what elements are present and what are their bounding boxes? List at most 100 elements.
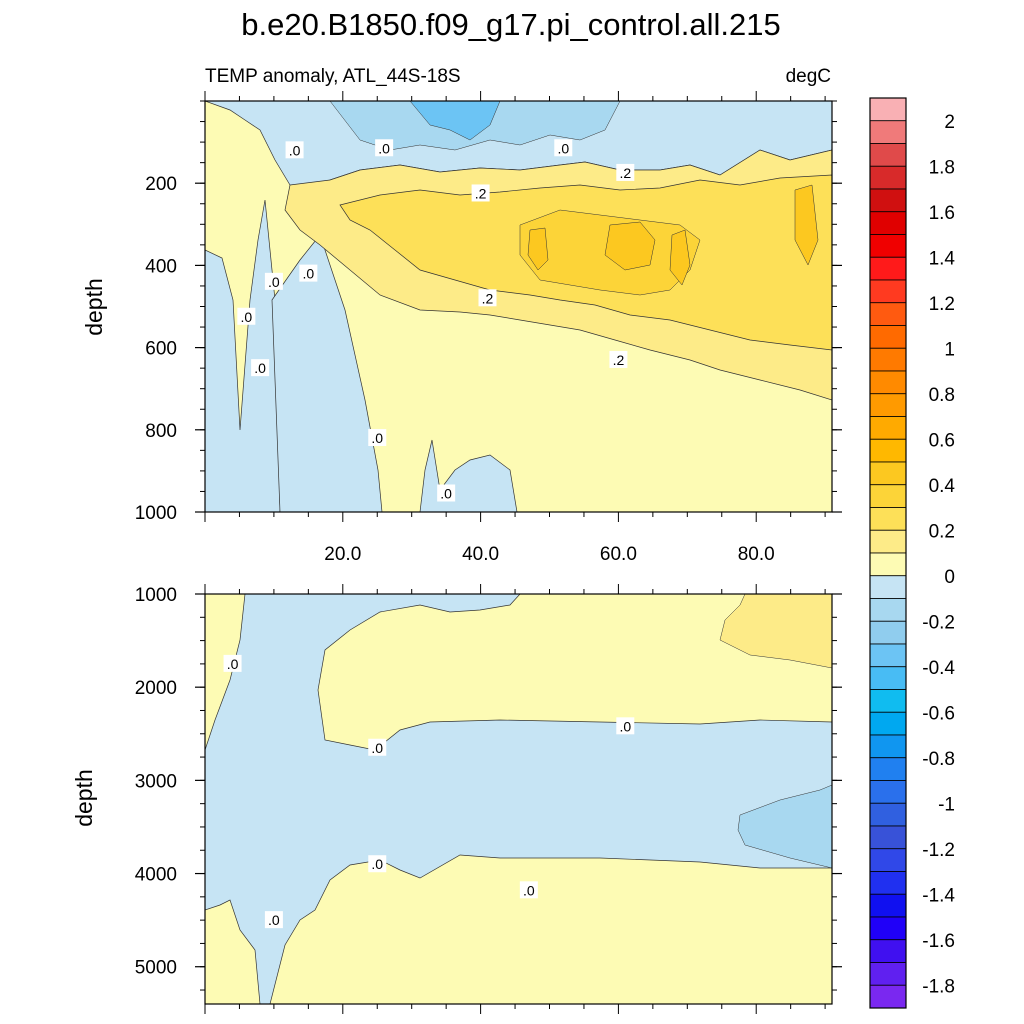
contour-label-text: .0 bbox=[268, 274, 280, 290]
contour-label-bg bbox=[368, 429, 387, 447]
lower-contour-label: .0 bbox=[223, 654, 242, 672]
upper-contour-label: .2 bbox=[616, 163, 635, 181]
colorbar-swatch bbox=[869, 188, 907, 213]
colorbar-label: -0.4 bbox=[922, 658, 955, 679]
contour-label-bg bbox=[368, 855, 387, 873]
colorbar-label: -1.8 bbox=[922, 976, 955, 997]
upper-contour-label: .0 bbox=[237, 307, 256, 325]
upper-surface-neg-3 bbox=[409, 101, 501, 141]
lower-contour-label: .0 bbox=[519, 881, 538, 899]
contour-label-bg bbox=[478, 289, 497, 307]
contour-label-bg bbox=[237, 307, 256, 325]
colorbar-swatch bbox=[869, 666, 907, 690]
upper-axes: 200 400 600 800 1000 20.0 40.0 60.0 80.0 bbox=[135, 91, 842, 565]
colorbar-label: 1.6 bbox=[929, 203, 955, 224]
upper-plot-area bbox=[205, 101, 832, 512]
colorbar-swatch bbox=[869, 211, 907, 235]
contour-label-bg bbox=[616, 163, 635, 181]
upper-ytick-label: 1000 bbox=[135, 503, 177, 524]
lower-ytick-label: 5000 bbox=[135, 958, 177, 979]
upper-contour-label: .0 bbox=[554, 139, 573, 157]
contour-label-bg bbox=[554, 139, 573, 157]
upper-contour-label: .0 bbox=[251, 359, 270, 377]
upper-contour-label: .0 bbox=[437, 484, 456, 502]
colorbar-swatch bbox=[869, 620, 907, 645]
upper-contour-label: .2 bbox=[478, 289, 497, 307]
upper-neg-column bbox=[205, 101, 281, 512]
contour-label-text: .0 bbox=[227, 656, 239, 672]
colorbar-swatch bbox=[869, 461, 907, 486]
colorbar-label: 0.8 bbox=[929, 385, 955, 406]
colorbar-swatch bbox=[869, 893, 907, 918]
colorbar-swatch bbox=[869, 256, 907, 281]
contour-label-bg bbox=[223, 654, 242, 672]
lower-ytick-label: 3000 bbox=[135, 771, 177, 792]
colorbar-label: 1.2 bbox=[929, 294, 955, 315]
contour-label-text: .2 bbox=[482, 290, 494, 306]
colorbar-label: 1.8 bbox=[929, 157, 955, 178]
colorbar-label: -2 bbox=[938, 1022, 955, 1024]
colorbar-swatch bbox=[869, 529, 907, 554]
colorbar-label: -1.4 bbox=[922, 885, 955, 906]
colorbar-swatch bbox=[869, 325, 907, 349]
colorbar: 2 1.8 1.6 1.4 1.2 1 0.8 0.6 0.4 0.2 0 -0.2 -0.4 -0.6 -… bbox=[869, 97, 956, 1024]
chart-title: b.e20.B1850.f09_g17.pi_control.all.215 bbox=[241, 7, 781, 42]
lower-ytick-label: 1000 bbox=[135, 585, 177, 606]
lower-ylabel: depth bbox=[71, 769, 97, 827]
contour-label-bg bbox=[519, 881, 538, 899]
colorbar-swatch bbox=[869, 825, 907, 850]
colorbar-swatch bbox=[869, 552, 907, 577]
contour-label-bg bbox=[368, 738, 387, 756]
lower-panel: 1000 2000 3000 4000 5000 .0 .0 .0 .0 .0 .0 depth bbox=[71, 584, 842, 1014]
lower-contour-label: .0 bbox=[368, 855, 387, 873]
lower-plot-area bbox=[205, 594, 832, 1004]
colorbar-label: 0.4 bbox=[929, 476, 956, 497]
lower-ytick-label: 2000 bbox=[135, 678, 177, 699]
colorbar-swatch bbox=[869, 302, 907, 326]
contour-label-text: .0 bbox=[440, 486, 452, 502]
colorbar-label: 1.4 bbox=[929, 248, 956, 269]
colorbar-swatch bbox=[869, 120, 907, 144]
lower-axes: 1000 2000 3000 4000 5000 bbox=[135, 584, 842, 1014]
colorbar-label: -1.2 bbox=[922, 840, 955, 861]
lower-frame bbox=[204, 593, 833, 1005]
upper-warm-core-4 bbox=[669, 229, 691, 286]
colorbar-swatch bbox=[869, 757, 907, 781]
colorbar-swatch bbox=[869, 802, 907, 827]
colorbar-label: 0 bbox=[944, 567, 955, 588]
colorbar-swatch bbox=[869, 165, 907, 190]
colorbar-swatch bbox=[869, 848, 907, 872]
colorbar-swatch bbox=[869, 689, 907, 713]
contour-label-bg bbox=[285, 141, 304, 159]
contour-label-text: .0 bbox=[557, 140, 569, 156]
contour-label-bg bbox=[616, 717, 635, 735]
colorbar-swatch bbox=[869, 393, 907, 417]
colorbar-label: -0.6 bbox=[922, 703, 955, 724]
colorbar-label: -0.8 bbox=[922, 749, 955, 770]
colorbar-swatch bbox=[869, 507, 907, 531]
colorbar-swatch bbox=[869, 416, 907, 440]
contour-label-bg bbox=[437, 484, 456, 502]
lower-contour-label: .0 bbox=[616, 717, 635, 735]
colorbar-swatch bbox=[869, 438, 907, 463]
contour-label-text: .0 bbox=[303, 266, 315, 282]
upper-ytick-label: 800 bbox=[145, 421, 177, 442]
colorbar-label: -1 bbox=[938, 794, 955, 815]
upper-contour-label: .0 bbox=[264, 272, 283, 290]
lower-contour-labels: .0 .0 .0 .0 .0 .0 bbox=[223, 654, 635, 929]
contour-label-bg bbox=[471, 184, 490, 202]
colorbar-swatch bbox=[869, 916, 907, 941]
colorbar-swatch bbox=[869, 347, 907, 372]
lower-ytick-label: 4000 bbox=[135, 865, 177, 886]
contour-label-text: .0 bbox=[289, 142, 301, 158]
contour-label-bg bbox=[264, 272, 283, 290]
colorbar-swatch bbox=[869, 871, 907, 895]
upper-contour-label: .0 bbox=[299, 264, 318, 282]
contour-label-text: .0 bbox=[523, 882, 535, 898]
colorbar-label: -0.2 bbox=[922, 612, 955, 633]
upper-ytick-label: 600 bbox=[145, 339, 177, 360]
upper-contour-label: .0 bbox=[368, 429, 387, 447]
lower-contour-label: .0 bbox=[264, 911, 283, 929]
upper-contour-label: .2 bbox=[471, 184, 490, 202]
contour-label-text: .2 bbox=[475, 185, 487, 201]
